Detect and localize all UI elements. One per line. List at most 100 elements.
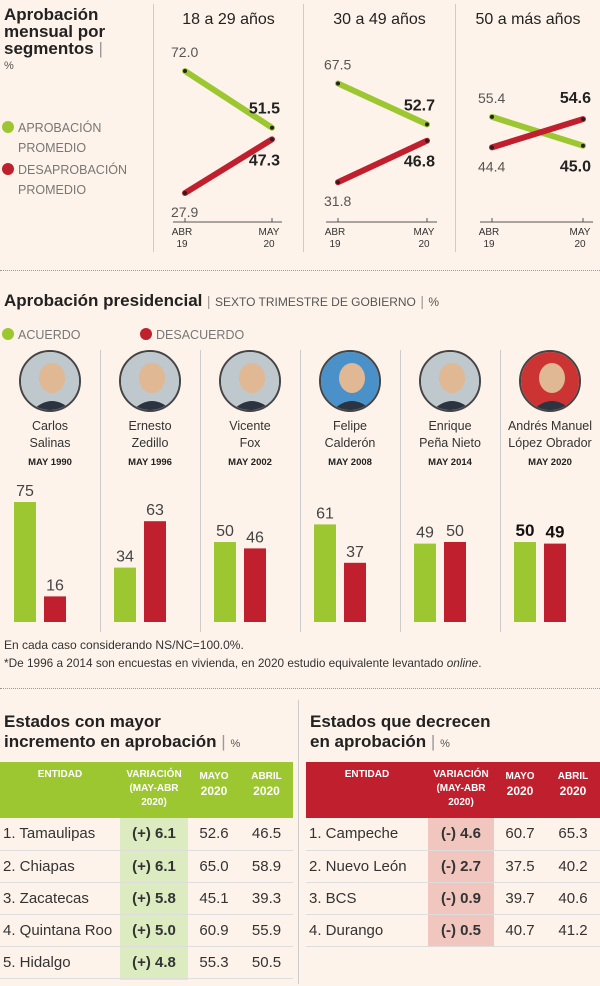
bar-agree-label-4: 49 (416, 525, 434, 542)
x-tick-abr-2: ABR (479, 227, 500, 238)
th-entidad-down: ENTIDAD (344, 769, 390, 780)
bar-disagree-label-4: 50 (446, 523, 464, 540)
panel-title-2: 50 a más años (476, 11, 581, 28)
label-disapproval-end-2: 54.6 (560, 90, 591, 107)
th-entidad: ENTIDAD (37, 769, 83, 780)
table-row: 5. Hidalgo (+) 4.8 55.3 50.5 (0, 946, 293, 979)
point-2-1 (581, 143, 585, 148)
divider-3 (455, 4, 456, 252)
state-name: 3. BCS (306, 882, 428, 915)
divider-1 (153, 4, 154, 252)
president-date-2: MAY 2002 (228, 457, 272, 468)
bar-agree-0 (14, 502, 36, 622)
legend-agree: ACUERDO (2, 328, 81, 342)
bar-agree-label-2: 50 (216, 523, 234, 540)
bar-disagree-1 (144, 521, 166, 622)
point-2-2 (490, 145, 494, 150)
table-up-title: Estados con mayor incremento en aprobaci… (4, 712, 241, 751)
legend-approval: APROBACIÓN PROMEDIO (2, 118, 101, 158)
label-approval-end-1: 52.7 (404, 97, 435, 114)
section1-title-line3: segmentos | (4, 39, 103, 58)
divider-2 (303, 4, 304, 252)
president-photo-1 (119, 350, 181, 412)
x-tick-abr-1: ABR (325, 227, 346, 238)
section1-title-line2: mensual por (4, 22, 106, 41)
president-divider-2 (200, 350, 201, 632)
president-date-5: MAY 2020 (528, 457, 572, 468)
th-mayo-down: MAYO 2020 (505, 771, 535, 798)
variation: (+) 6.1 (120, 850, 188, 883)
table-row: 4. Durango (-) 0.5 40.7 41.2 (306, 914, 600, 947)
april-value: 55.9 (240, 914, 293, 947)
state-name: 1. Tamaulipas (0, 818, 120, 851)
th-abril-down: ABRIL 2020 (557, 771, 589, 798)
president-date-4: MAY 2014 (428, 457, 472, 468)
legend-disagree-label: DESACUERDO (156, 328, 245, 342)
person-icon (21, 352, 79, 410)
label-disapproval-start-2: 44.4 (478, 158, 505, 174)
panel-title-0: 18 a 29 años (182, 11, 275, 28)
president-name-2: Vicente Fox MAY 2002 (200, 418, 300, 471)
table-row: 4. Quintana Roo (+) 5.0 60.9 55.9 (0, 914, 293, 947)
state-name: 2. Nuevo León (306, 850, 428, 883)
legend-disapproval-label: DESAPROBACIÓN (18, 163, 128, 177)
point-0-0 (183, 69, 187, 73)
president-divider-5 (500, 350, 501, 632)
bar-disagree-2 (244, 548, 266, 622)
section-separator-2 (0, 688, 600, 689)
april-value: 65.3 (546, 818, 600, 851)
person-icon (121, 352, 179, 410)
bar-disagree-4 (444, 542, 466, 622)
bar-agree-label-1: 34 (116, 549, 134, 566)
table-down: ENTIDAD VARIACIÓN (MAY-ABR 2020) MAYO 2020 … (306, 762, 600, 947)
bar-agree-2 (214, 542, 236, 622)
legend-approval-label2: PROMEDIO (18, 141, 87, 155)
bar-disagree-5 (544, 543, 566, 622)
point-1-3 (425, 138, 429, 143)
section1-title-line1: Aprobación (4, 5, 99, 24)
state-name: 2. Chiapas (0, 850, 120, 883)
label-approval-start-2: 55.4 (478, 90, 505, 106)
may-value: 65.0 (188, 850, 240, 883)
legend-disapproval-dot (2, 163, 14, 175)
table-row: 1. Campeche (-) 4.6 60.7 65.3 (306, 818, 600, 851)
section1-title: Aprobación mensual por segmentos | (4, 6, 105, 57)
variation: (+) 5.8 (120, 882, 188, 915)
state-name: 4. Durango (306, 914, 428, 947)
president-date-3: MAY 2008 (328, 457, 372, 468)
variation: (-) 0.9 (428, 882, 494, 915)
x-tick-19-0: 19 (176, 239, 188, 250)
label-disapproval-end-0: 47.3 (249, 152, 280, 169)
bar-disagree-0 (44, 596, 66, 622)
president-name-1: Ernesto Zedillo MAY 1996 (100, 418, 200, 471)
section-separator-1 (0, 270, 600, 271)
april-value: 58.9 (240, 850, 293, 883)
variation: (+) 6.1 (120, 818, 188, 851)
may-value: 60.9 (188, 914, 240, 947)
bar-disagree-label-3: 37 (346, 544, 364, 561)
variation: (+) 5.0 (120, 914, 188, 947)
table-row: 3. Zacatecas (+) 5.8 45.1 39.3 (0, 882, 293, 915)
table-row: 2. Nuevo León (-) 2.7 37.5 40.2 (306, 850, 600, 883)
disapproval-line-2 (489, 116, 586, 151)
legend-disagree: DESACUERDO (140, 328, 244, 342)
april-value: 40.6 (546, 882, 600, 915)
table-row: 3. BCS (-) 0.9 39.7 40.6 (306, 882, 600, 915)
president-date-0: MAY 1990 (28, 457, 72, 468)
may-value: 39.7 (494, 882, 546, 915)
state-name: 3. Zacatecas (0, 882, 120, 915)
bar-disagree-label-2: 46 (246, 529, 264, 546)
legend-approval-label: APROBACIÓN (18, 121, 102, 135)
label-disapproval-start-0: 27.9 (171, 204, 198, 220)
point-1-0 (336, 81, 340, 86)
april-value: 50.5 (240, 946, 293, 979)
may-value: 45.1 (188, 882, 240, 915)
state-name: 5. Hidalgo (0, 946, 120, 979)
president-photo-0 (19, 350, 81, 412)
x-tick-may-1: MAY (414, 227, 435, 238)
label-approval-end-0: 51.5 (249, 101, 280, 118)
person-icon (521, 352, 579, 410)
th-variacion-down: VARIACIÓN (MAY-ABR 2020) (433, 769, 489, 808)
table-up: ENTIDAD VARIACIÓN (MAY-ABR 2020) MAYO 2020 … (0, 762, 293, 979)
section2-title: Aprobación presidencial (4, 291, 203, 310)
